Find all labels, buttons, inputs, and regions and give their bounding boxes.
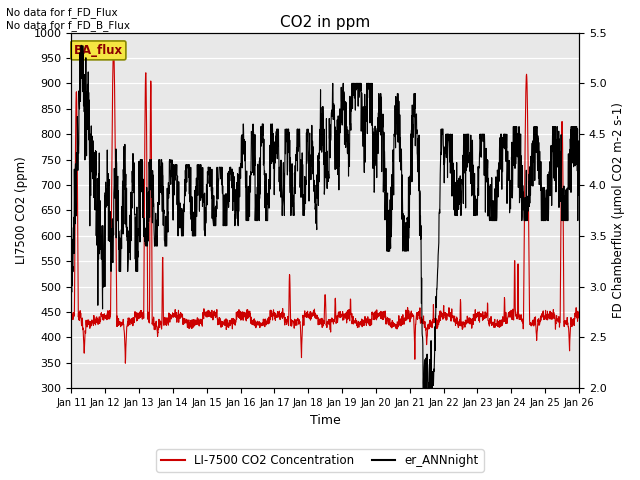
Text: No data for f_FD_B_Flux: No data for f_FD_B_Flux bbox=[6, 20, 131, 31]
Text: BA_flux: BA_flux bbox=[74, 44, 123, 57]
Legend: LI-7500 CO2 Concentration, er_ANNnight: LI-7500 CO2 Concentration, er_ANNnight bbox=[156, 449, 484, 472]
Title: CO2 in ppm: CO2 in ppm bbox=[280, 15, 371, 30]
Text: No data for f_FD_Flux: No data for f_FD_Flux bbox=[6, 7, 118, 18]
X-axis label: Time: Time bbox=[310, 414, 340, 427]
Y-axis label: LI7500 CO2 (ppm): LI7500 CO2 (ppm) bbox=[15, 156, 28, 264]
Y-axis label: FD Chamberflux (μmol CO2 m-2 s-1): FD Chamberflux (μmol CO2 m-2 s-1) bbox=[612, 103, 625, 318]
